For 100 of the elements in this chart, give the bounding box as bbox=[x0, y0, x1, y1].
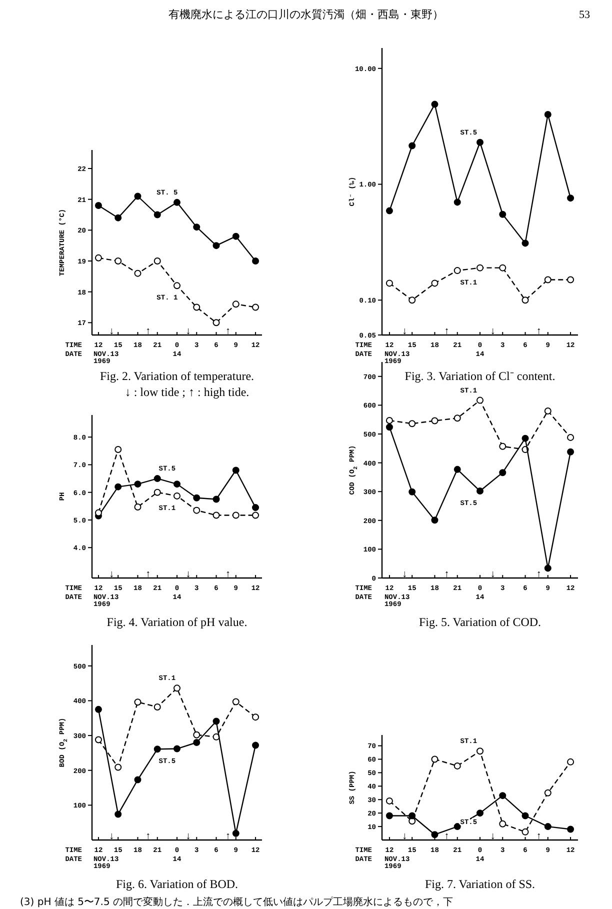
annotation: ↓ bbox=[490, 831, 496, 842]
point bbox=[174, 745, 180, 752]
annotation: ↑ bbox=[536, 831, 542, 842]
point bbox=[174, 480, 180, 488]
point bbox=[134, 192, 142, 200]
point bbox=[476, 810, 484, 817]
point bbox=[114, 810, 122, 818]
annotation: ↑ bbox=[226, 326, 231, 337]
point bbox=[154, 703, 161, 710]
point bbox=[193, 506, 200, 514]
point bbox=[193, 739, 200, 746]
text: (3) pH 値は 5〜7.5 の間で変動した．上流での概して低い値はパルプ工場廃水によるもので，下 bbox=[20, 896, 454, 908]
point bbox=[114, 214, 122, 222]
annotation: ↓ bbox=[490, 569, 496, 580]
point bbox=[522, 812, 529, 820]
point bbox=[522, 240, 529, 247]
point bbox=[454, 267, 461, 274]
annotation: ↑ bbox=[444, 326, 450, 337]
point bbox=[567, 434, 574, 441]
point bbox=[454, 414, 461, 422]
text: Fig. 2. Variation of temperature. bbox=[100, 369, 254, 383]
point bbox=[544, 276, 552, 284]
point bbox=[431, 831, 438, 838]
point bbox=[212, 512, 220, 519]
text: 53 bbox=[579, 9, 590, 21]
point bbox=[454, 762, 461, 770]
annotation: ↓ bbox=[109, 831, 114, 842]
point bbox=[499, 469, 506, 476]
point bbox=[94, 509, 102, 516]
point bbox=[232, 466, 240, 474]
point bbox=[232, 232, 240, 240]
point bbox=[386, 424, 393, 431]
point bbox=[193, 731, 200, 738]
annotation: ↑ bbox=[536, 569, 542, 580]
point bbox=[193, 304, 200, 311]
point bbox=[232, 698, 240, 706]
point bbox=[193, 224, 200, 231]
annotation: ↓ bbox=[109, 569, 114, 580]
text: Fig. 3. Variation of Cl⁻ content. bbox=[404, 369, 556, 383]
point bbox=[544, 407, 552, 414]
point bbox=[193, 494, 200, 502]
annotation: ↓ bbox=[402, 326, 408, 337]
point bbox=[567, 826, 574, 833]
point bbox=[154, 488, 161, 496]
point bbox=[386, 812, 393, 820]
point bbox=[431, 280, 438, 287]
point bbox=[174, 282, 180, 290]
point bbox=[386, 416, 393, 424]
annotation: ↑ bbox=[226, 569, 231, 580]
annotation: ↑ bbox=[146, 326, 151, 337]
point bbox=[386, 207, 393, 214]
point bbox=[174, 198, 180, 206]
text: Fig. 5. Variation of COD. bbox=[418, 615, 542, 629]
point bbox=[567, 448, 574, 456]
point bbox=[252, 504, 260, 512]
point bbox=[252, 714, 260, 721]
point bbox=[431, 516, 438, 524]
text: Fig. 6. Variation of BOD. bbox=[116, 877, 238, 891]
point bbox=[154, 746, 161, 753]
point bbox=[476, 748, 484, 755]
point bbox=[522, 828, 529, 836]
point bbox=[476, 264, 484, 272]
point bbox=[431, 756, 438, 763]
point bbox=[522, 434, 529, 442]
point bbox=[499, 264, 506, 272]
point bbox=[252, 742, 260, 749]
point bbox=[252, 258, 260, 264]
point bbox=[94, 254, 102, 262]
annotation: ↑ bbox=[146, 569, 151, 580]
point bbox=[232, 512, 240, 519]
point bbox=[252, 512, 260, 519]
annotation: ↓ bbox=[186, 831, 191, 842]
point bbox=[499, 442, 506, 450]
point bbox=[134, 776, 142, 784]
point bbox=[212, 242, 220, 250]
point bbox=[252, 304, 260, 311]
point bbox=[476, 396, 484, 404]
point bbox=[232, 300, 240, 308]
text: ↓ : low tide ; ↑ : high tide. bbox=[124, 385, 250, 399]
point bbox=[212, 718, 220, 725]
point bbox=[408, 812, 416, 820]
point bbox=[567, 276, 574, 284]
point bbox=[408, 420, 416, 428]
point bbox=[114, 446, 122, 454]
annotation: ↓ bbox=[402, 569, 408, 580]
point bbox=[431, 100, 438, 108]
point bbox=[114, 483, 122, 490]
point bbox=[454, 823, 461, 830]
point bbox=[408, 488, 416, 496]
point bbox=[454, 466, 461, 473]
point bbox=[431, 417, 438, 424]
point bbox=[522, 296, 529, 304]
point bbox=[134, 480, 142, 488]
annotation: ↓ bbox=[109, 326, 114, 337]
point bbox=[476, 488, 484, 495]
point bbox=[154, 258, 161, 264]
point bbox=[114, 258, 122, 264]
point bbox=[94, 706, 102, 713]
point bbox=[94, 202, 102, 209]
point bbox=[174, 492, 180, 500]
